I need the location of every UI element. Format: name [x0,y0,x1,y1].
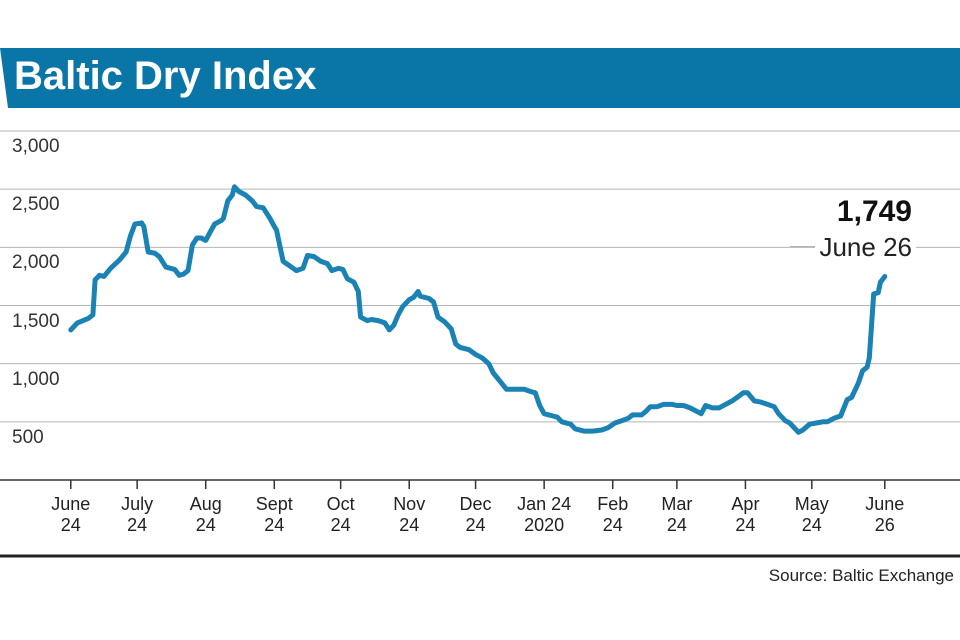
x-tick-label: Sept 24 [255,494,293,535]
source: Source: Baltic Exchange [768,566,954,585]
x-tick-label: Nov 24 [393,494,426,535]
y-tick-label: 2,000 [12,252,60,274]
annotation-date: June 26 [815,232,916,263]
x-tick-label: Mar 24 [661,494,693,535]
x-tick-label: June 26 [865,494,905,535]
y-tick-label: 2,500 [12,194,60,216]
x-tick-label: Oct 24 [326,494,355,535]
x-tick-label: Feb 24 [597,494,629,535]
y-tick-label: 500 [12,426,44,448]
y-tick-label: 1,500 [12,310,60,332]
title-bar [0,48,960,108]
data-line [68,184,888,435]
y-tick-label: 3,000 [12,136,60,157]
y-tick-label: 1,000 [12,368,60,390]
x-tick-label: Jan 24 2020 [517,494,572,535]
x-tick-label: May 24 [794,494,829,535]
chart-title: Baltic Dry Index [14,54,317,98]
x-tick-label: Dec 24 [459,494,492,535]
x-tick-label: July 24 [121,494,154,535]
x-tick-label: Aug 24 [189,494,222,535]
annotation-value: 1,749 [836,195,912,228]
x-tick-label: June 24 [51,494,91,535]
title-notch [0,48,8,108]
x-tick-label: Apr 24 [731,494,760,535]
